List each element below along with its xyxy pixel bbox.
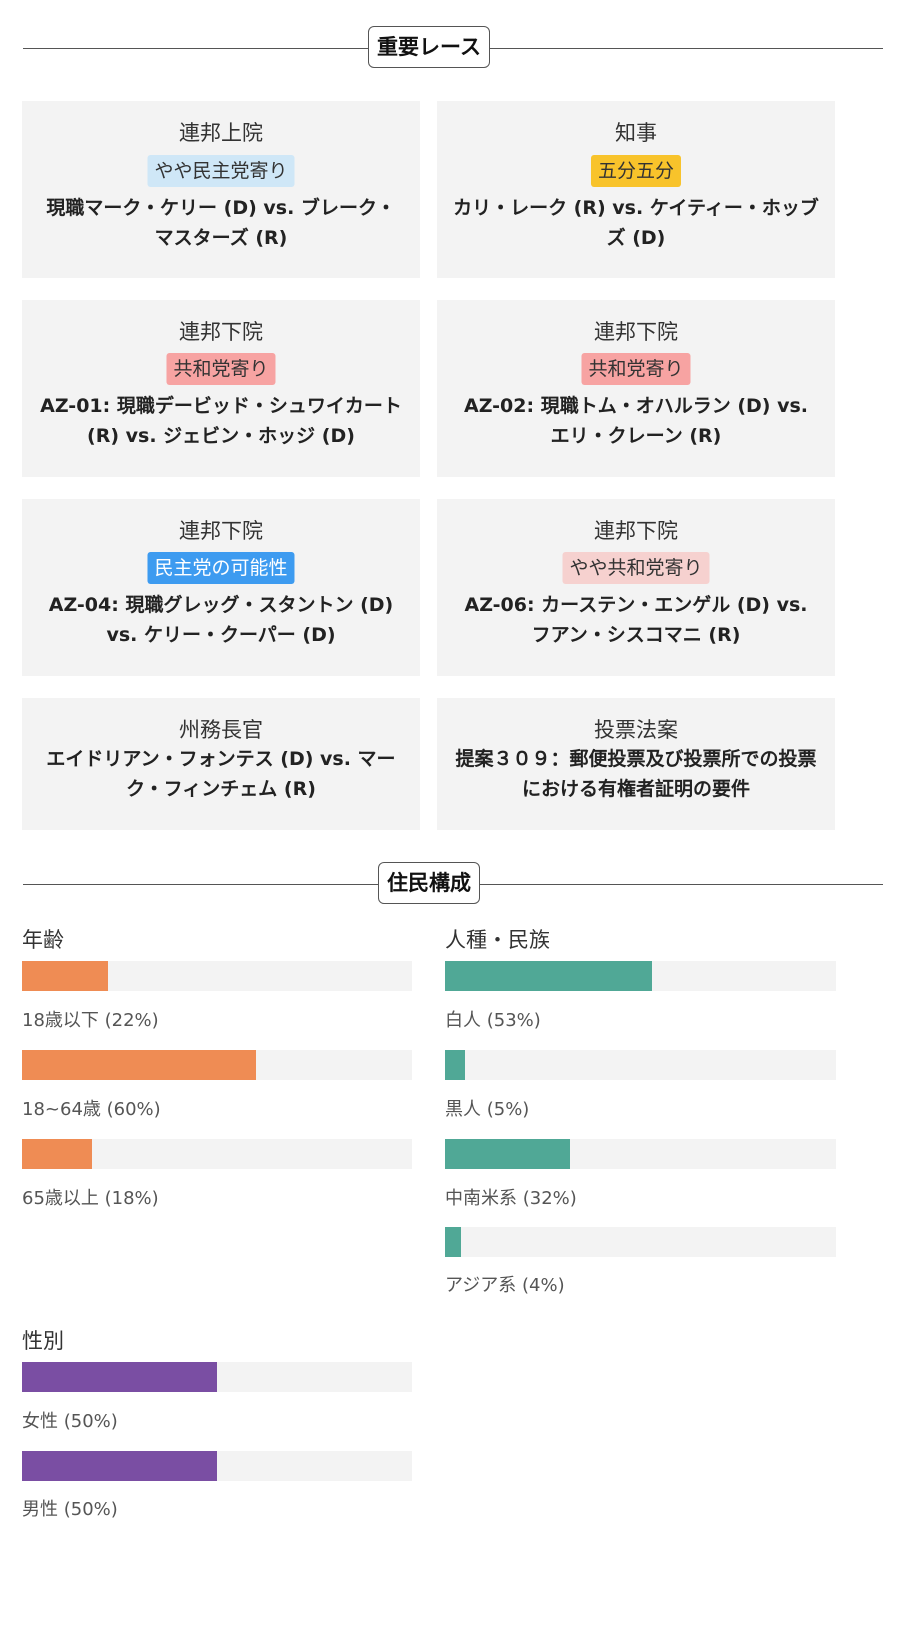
race-category: 連邦下院 <box>179 519 263 543</box>
race-bar <box>445 1050 836 1080</box>
race-category: 連邦上院 <box>179 121 263 145</box>
bar-fill <box>22 1050 256 1080</box>
bar-fill <box>445 961 653 991</box>
age-bar <box>22 1050 412 1080</box>
race-bar-label: 白人 (53%) <box>445 1010 541 1031</box>
race-matchup: AZ-06: カーステン・エンゲル (D) vs. フアン・シスコマニ (R) <box>464 594 808 646</box>
races-section-header: 重要レース <box>23 26 883 70</box>
rating-badge: 共和党寄り <box>581 353 691 385</box>
race-matchup: AZ-02: 現職トム・オハルラン (D) vs. エリ・クレーン (R) <box>464 395 808 447</box>
gender-bar-label: 女性 (50%) <box>22 1411 118 1432</box>
race-card: 州務長官 エイドリアン・フォンテス (D) vs. マーク・フィンチェム (R) <box>22 698 420 830</box>
race-bar <box>445 1227 836 1257</box>
race-card: 連邦上院 やや民主党寄り 現職マーク・ケリー (D) vs. ブレーク・マスター… <box>22 101 420 278</box>
gender-title: 性別 <box>22 1329 64 1353</box>
bar-fill <box>445 1050 465 1080</box>
race-matchup: 現職マーク・ケリー (D) vs. ブレーク・マスターズ (R) <box>46 197 396 249</box>
race-card: 連邦下院 民主党の可能性 AZ-04: 現職グレッグ・スタントン (D) vs.… <box>22 499 420 676</box>
race-bar-label: アジア系 (4%) <box>445 1275 565 1296</box>
age-bar-label: 18歳以下 (22%) <box>22 1010 159 1031</box>
races-section-title: 重要レース <box>368 26 490 68</box>
race-bar-label: 黒人 (5%) <box>445 1099 530 1120</box>
race-card: 連邦下院 共和党寄り AZ-01: 現職デービッド・シュワイカート (R) vs… <box>22 300 420 477</box>
gender-bar-label: 男性 (50%) <box>22 1499 118 1520</box>
race-category: 知事 <box>615 121 657 145</box>
race-category: 州務長官 <box>179 718 263 742</box>
age-bar <box>22 961 412 991</box>
age-bar-label: 65歳以上 (18%) <box>22 1188 159 1209</box>
race-card: 連邦下院 やや共和党寄り AZ-06: カーステン・エンゲル (D) vs. フ… <box>437 499 835 676</box>
rating-badge: 五分五分 <box>590 155 682 187</box>
race-bar <box>445 961 836 991</box>
race-category: 連邦下院 <box>594 519 678 543</box>
gender-bar <box>22 1451 412 1481</box>
race-category: 投票法案 <box>594 718 678 742</box>
race-card: 知事 五分五分 カリ・レーク (R) vs. ケイティー・ホッブズ (D) <box>437 101 835 278</box>
race-card: 投票法案 提案３０９：郵便投票及び投票所での投票における有権者証明の要件 <box>437 698 835 830</box>
race-matchup: カリ・レーク (R) vs. ケイティー・ホッブズ (D) <box>453 197 819 249</box>
age-bar-label: 18~64歳 (60%) <box>22 1099 161 1120</box>
race-category: 連邦下院 <box>179 320 263 344</box>
race-matchup: エイドリアン・フォンテス (D) vs. マーク・フィンチェム (R) <box>46 748 396 800</box>
demographics-section-header: 住民構成 <box>23 862 883 906</box>
bar-fill <box>22 1139 93 1169</box>
race-title: 人種・民族 <box>445 928 550 952</box>
bar-fill <box>22 961 108 991</box>
bar-fill <box>22 1362 217 1392</box>
demographics-section-title: 住民構成 <box>378 862 480 904</box>
age-title: 年齢 <box>22 928 64 952</box>
gender-bar <box>22 1362 412 1392</box>
rating-badge: 民主党の可能性 <box>147 552 295 584</box>
rating-badge: やや民主党寄り <box>147 155 295 187</box>
race-matchup: 提案３０９：郵便投票及び投票所での投票における有権者証明の要件 <box>455 748 817 800</box>
rating-badge: 共和党寄り <box>166 353 276 385</box>
bar-fill <box>445 1139 571 1169</box>
race-card: 連邦下院 共和党寄り AZ-02: 現職トム・オハルラン (D) vs. エリ・… <box>437 300 835 477</box>
race-category: 連邦下院 <box>594 320 678 344</box>
rating-badge: やや共和党寄り <box>562 552 710 584</box>
race-bar-label: 中南米系 (32%) <box>445 1188 577 1209</box>
race-matchup: AZ-04: 現職グレッグ・スタントン (D) vs. ケリー・クーパー (D) <box>48 594 394 646</box>
race-bar <box>445 1139 836 1169</box>
age-bar <box>22 1139 412 1169</box>
bar-fill <box>445 1227 461 1257</box>
bar-fill <box>22 1451 217 1481</box>
race-matchup: AZ-01: 現職デービッド・シュワイカート (R) vs. ジェビン・ホッジ … <box>40 395 402 447</box>
